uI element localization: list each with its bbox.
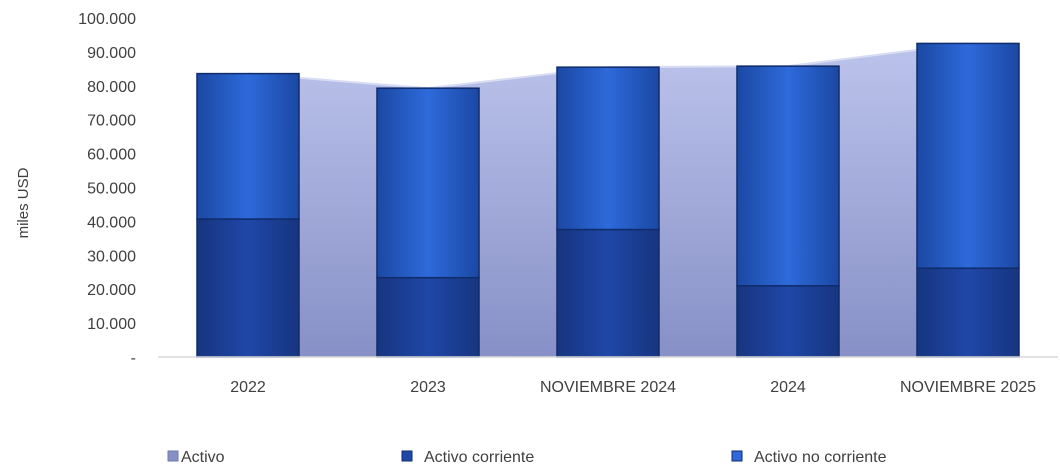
bar-activo-no-corriente-4: [916, 42, 1020, 269]
legend-item-activo: Activo: [167, 449, 225, 466]
bar-activo-corriente-2: [556, 228, 660, 358]
legend-swatch-activo-no-corriente: [731, 450, 743, 462]
y-axis-title: miles USD: [15, 167, 32, 238]
bar-activo-no-corriente-1: [376, 87, 480, 279]
y-tick-label: 40.000: [87, 214, 136, 231]
bar-activo-no-corriente-2: [556, 66, 660, 231]
bar-activo-corriente-0: [196, 218, 300, 358]
y-tick-label: -: [131, 350, 136, 367]
y-tick-label: 20.000: [87, 282, 136, 299]
y-tick-label: 10.000: [87, 316, 136, 333]
x-tick-label: 2022: [230, 379, 266, 396]
x-tick-label: 2023: [410, 379, 446, 396]
bar-activo-corriente-4: [916, 267, 1020, 358]
axis-layer: - 10.000 20.000 30.000 40.000 50.000 60.000 70.…: [78, 11, 1058, 396]
legend: Activo Activo corriente Activo no corrient…: [167, 449, 887, 466]
x-tick-label: 2024: [770, 379, 806, 396]
y-tick-label: 70.000: [87, 113, 136, 130]
y-tick-label: 90.000: [87, 45, 136, 62]
bar-activo-no-corriente-3: [736, 65, 840, 287]
y-tick-label: 60.000: [87, 147, 136, 164]
legend-swatch-activo-corriente: [401, 450, 413, 462]
legend-swatch-activo: [167, 450, 179, 462]
x-tick-label: NOVIEMBRE 2024: [540, 379, 676, 396]
legend-label-activo-corriente: Activo corriente: [424, 449, 534, 466]
legend-item-activo-no-corriente: Activo no corriente: [731, 449, 887, 466]
y-tick-label: 30.000: [87, 248, 136, 265]
y-tick-label: 100.000: [78, 11, 136, 28]
bar-activo-corriente-3: [736, 285, 840, 358]
legend-label-activo: Activo: [181, 449, 225, 466]
legend-label-activo-no-corriente: Activo no corriente: [754, 449, 887, 466]
bar-layer: [196, 42, 1020, 358]
legend-item-activo-corriente: Activo corriente: [401, 449, 534, 466]
y-tick-label: 80.000: [87, 79, 136, 96]
bar-activo-corriente-1: [376, 276, 480, 358]
x-tick-label: NOVIEMBRE 2025: [900, 379, 1036, 396]
bar-activo-no-corriente-0: [196, 72, 300, 220]
y-tick-label: 50.000: [87, 181, 136, 198]
